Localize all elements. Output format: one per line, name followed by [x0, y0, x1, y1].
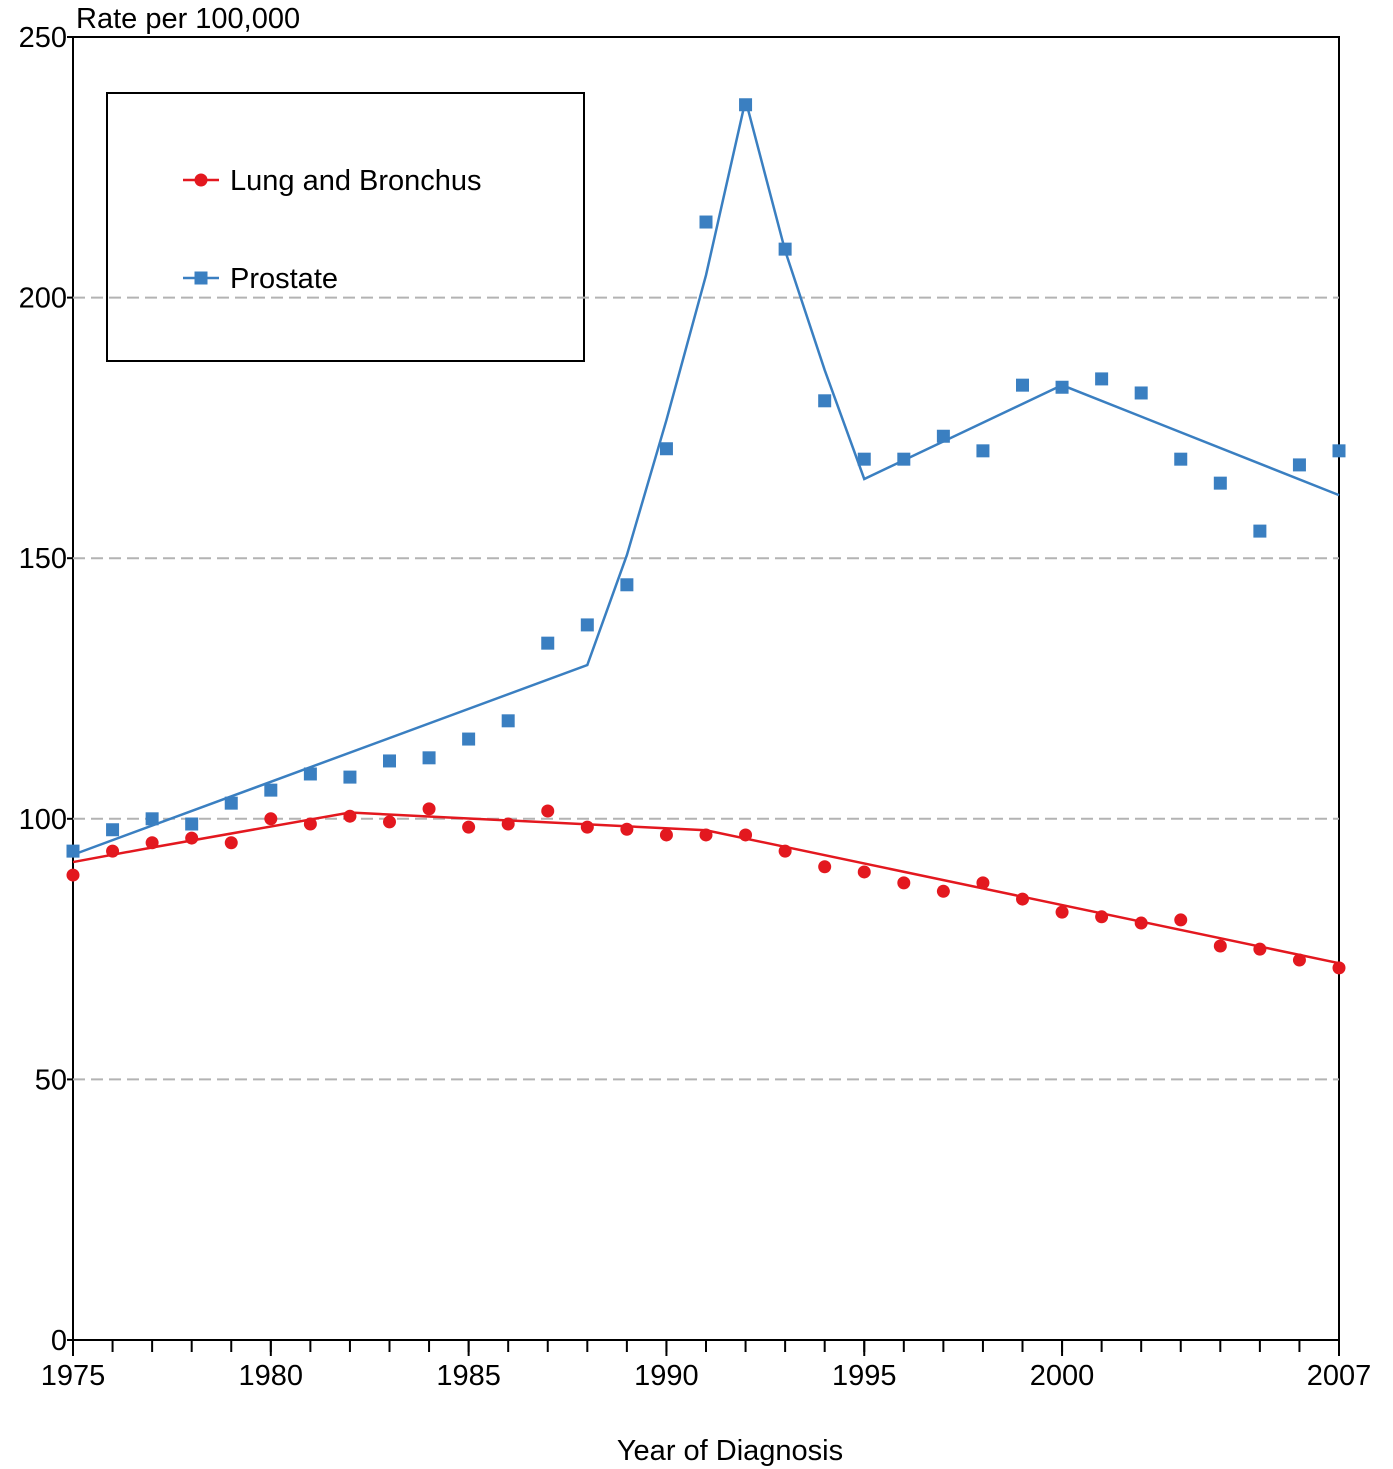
marker — [1332, 961, 1346, 975]
marker — [1253, 942, 1267, 956]
marker — [1213, 476, 1227, 490]
marker — [699, 215, 713, 229]
y-tick-label: 250 — [19, 22, 67, 54]
y-tick-label: 50 — [35, 1064, 67, 1096]
marker — [976, 876, 990, 890]
x-tick-label: 2000 — [1030, 1360, 1095, 1392]
marker — [1134, 386, 1148, 400]
marker — [185, 817, 199, 831]
marker — [462, 732, 476, 746]
marker — [580, 820, 594, 834]
marker — [501, 714, 515, 728]
marker — [1174, 913, 1188, 927]
legend-marker — [194, 173, 208, 187]
y-tick-label: 200 — [19, 283, 67, 315]
marker — [936, 884, 950, 898]
legend-label: Lung and Bronchus — [230, 165, 482, 197]
x-tick-label: 1990 — [634, 1360, 699, 1392]
marker — [580, 618, 594, 632]
marker — [303, 767, 317, 781]
x-axis-label: Year of Diagnosis — [617, 1435, 843, 1467]
marker — [264, 812, 278, 826]
y-tick-label: 150 — [19, 543, 67, 575]
marker — [1055, 380, 1069, 394]
marker — [620, 822, 634, 836]
marker — [659, 828, 673, 842]
marker — [264, 783, 278, 797]
x-tick-label: 1985 — [436, 1360, 501, 1392]
marker — [185, 831, 199, 845]
y-tick-label: 100 — [19, 804, 67, 836]
marker — [541, 804, 555, 818]
marker — [897, 876, 911, 890]
marker — [422, 802, 436, 816]
legend-marker — [194, 271, 208, 285]
marker — [857, 452, 871, 466]
marker — [1055, 905, 1069, 919]
marker — [541, 636, 555, 650]
marker — [1134, 916, 1148, 930]
marker — [1095, 910, 1109, 924]
marker — [739, 828, 753, 842]
marker — [1253, 524, 1267, 538]
marker — [976, 444, 990, 458]
marker — [897, 452, 911, 466]
x-tick-label: 1980 — [239, 1360, 304, 1392]
marker — [1292, 953, 1306, 967]
legend-box — [106, 92, 585, 362]
marker — [224, 796, 238, 810]
marker — [383, 754, 396, 768]
marker — [1095, 372, 1109, 386]
marker — [422, 751, 436, 765]
marker — [818, 860, 832, 874]
marker — [343, 809, 357, 823]
y-tick-label: 0 — [51, 1325, 67, 1357]
y-axis-label: Rate per 100,000 — [76, 3, 300, 35]
marker — [106, 844, 120, 858]
marker — [1332, 444, 1346, 458]
marker — [699, 828, 713, 842]
marker — [224, 836, 238, 850]
marker — [778, 242, 792, 256]
marker — [936, 429, 950, 443]
marker — [501, 817, 515, 831]
marker — [106, 823, 120, 837]
marker — [778, 844, 792, 858]
marker — [145, 812, 159, 826]
marker — [303, 817, 317, 831]
x-tick-label: 2007 — [1307, 1360, 1372, 1392]
marker — [1016, 892, 1029, 906]
x-tick-label: 1975 — [41, 1360, 106, 1392]
marker — [857, 865, 871, 879]
marker — [66, 844, 80, 858]
x-tick-label: 1995 — [832, 1360, 897, 1392]
marker — [145, 836, 159, 850]
marker — [620, 578, 634, 592]
legend-label: Prostate — [230, 263, 338, 295]
marker — [462, 820, 476, 834]
marker — [739, 98, 753, 112]
marker — [1213, 939, 1227, 953]
marker — [818, 394, 832, 408]
marker — [1016, 378, 1029, 392]
marker — [1174, 452, 1188, 466]
marker — [343, 770, 357, 784]
marker — [1292, 458, 1306, 472]
marker — [659, 442, 673, 456]
marker — [66, 868, 80, 882]
marker — [383, 815, 396, 829]
